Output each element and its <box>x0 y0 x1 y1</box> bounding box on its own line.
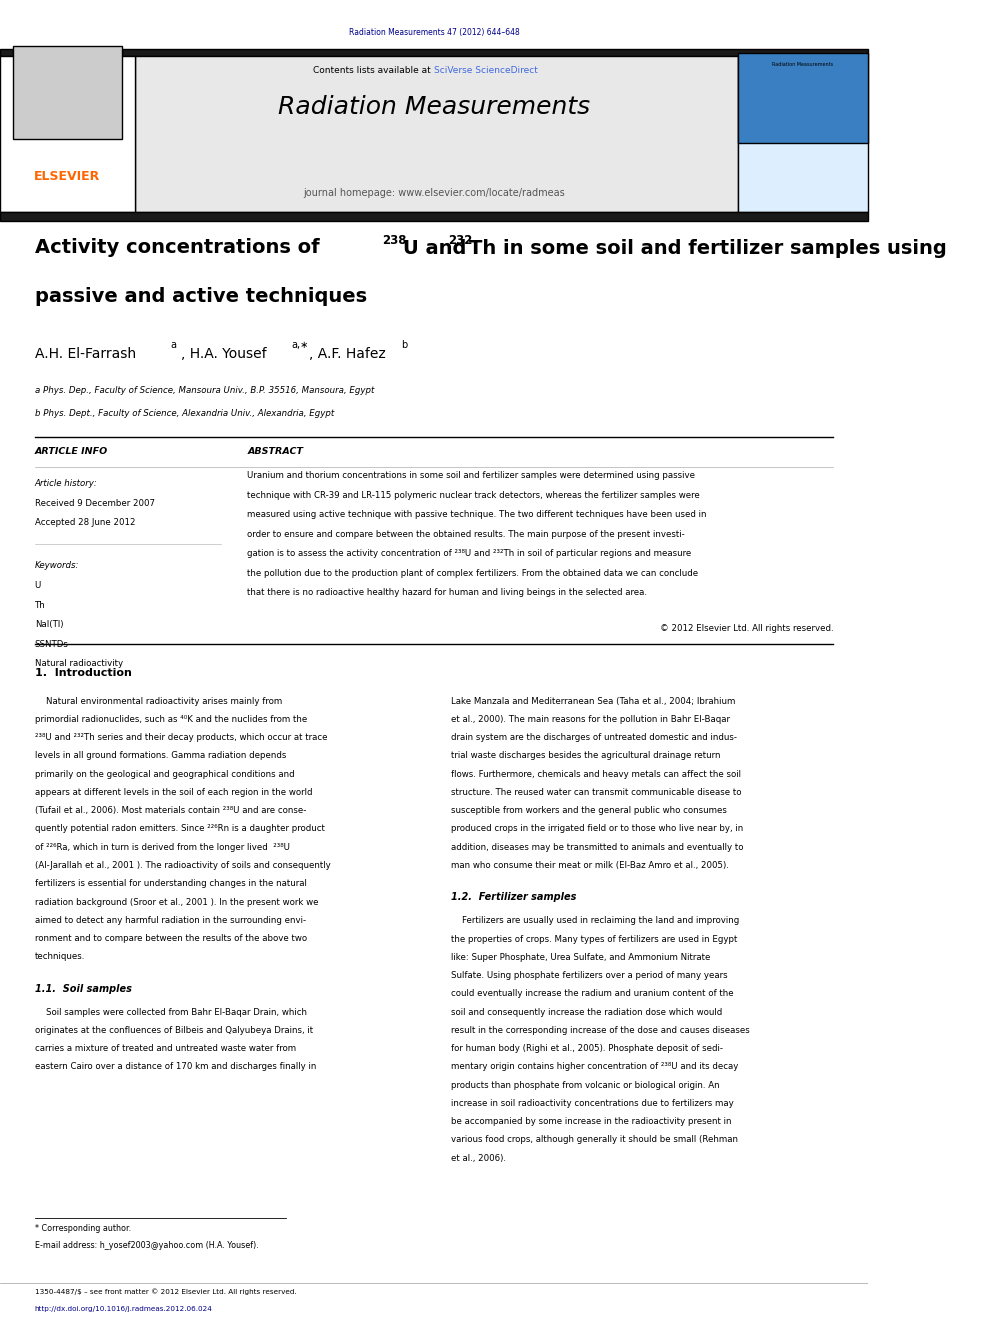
Text: susceptible from workers and the general public who consumes: susceptible from workers and the general… <box>451 806 727 815</box>
Text: U and: U and <box>403 239 473 258</box>
Text: Soil samples were collected from Bahr El-Baqar Drain, which: Soil samples were collected from Bahr El… <box>35 1008 307 1016</box>
Text: for human body (Righi et al., 2005). Phosphate deposit of sedi-: for human body (Righi et al., 2005). Pho… <box>451 1044 723 1053</box>
Text: a: a <box>170 340 177 351</box>
Text: Fertilizers are usually used in reclaiming the land and improving: Fertilizers are usually used in reclaimi… <box>451 917 740 925</box>
Text: Th in some soil and fertilizer samples using: Th in some soil and fertilizer samples u… <box>468 239 946 258</box>
Text: eastern Cairo over a distance of 170 km and discharges finally in: eastern Cairo over a distance of 170 km … <box>35 1062 316 1072</box>
FancyBboxPatch shape <box>0 49 868 56</box>
Text: et al., 2006).: et al., 2006). <box>451 1154 506 1163</box>
Text: Uranium and thorium concentrations in some soil and fertilizer samples were dete: Uranium and thorium concentrations in so… <box>247 471 695 480</box>
Text: 1.  Introduction: 1. Introduction <box>35 668 132 677</box>
Text: Accepted 28 June 2012: Accepted 28 June 2012 <box>35 519 135 527</box>
Text: quently potential radon emitters. Since ²²⁶Rn is a daughter product: quently potential radon emitters. Since … <box>35 824 324 833</box>
Text: the pollution due to the production plant of complex fertilizers. From the obtai: the pollution due to the production plan… <box>247 569 698 578</box>
Text: b Phys. Dept., Faculty of Science, Alexandria Univ., Alexandria, Egypt: b Phys. Dept., Faculty of Science, Alexa… <box>35 409 334 418</box>
Text: like: Super Phosphate, Urea Sulfate, and Ammonium Nitrate: like: Super Phosphate, Urea Sulfate, and… <box>451 953 710 962</box>
Text: that there is no radioactive healthy hazard for human and living beings in the s: that there is no radioactive healthy haz… <box>247 589 648 598</box>
Text: addition, diseases may be transmitted to animals and eventually to: addition, diseases may be transmitted to… <box>451 843 744 852</box>
Text: Radiation Measurements: Radiation Measurements <box>772 62 833 67</box>
Text: man who consume their meat or milk (El-Baz Amro et al., 2005).: man who consume their meat or milk (El-B… <box>451 861 729 871</box>
Text: (Al-Jarallah et al., 2001 ). The radioactivity of soils and consequently: (Al-Jarallah et al., 2001 ). The radioac… <box>35 861 330 871</box>
Text: trial waste discharges besides the agricultural drainage return: trial waste discharges besides the agric… <box>451 751 721 761</box>
Text: ²³⁸U and ²³²Th series and their decay products, which occur at trace: ²³⁸U and ²³²Th series and their decay pr… <box>35 733 327 742</box>
Text: Lake Manzala and Mediterranean Sea (Taha et al., 2004; Ibrahium: Lake Manzala and Mediterranean Sea (Taha… <box>451 697 736 705</box>
Text: a,∗: a,∗ <box>292 340 309 351</box>
Text: order to ensure and compare between the obtained results. The main purpose of th: order to ensure and compare between the … <box>247 529 685 538</box>
Text: 1350-4487/$ – see front matter © 2012 Elsevier Ltd. All rights reserved.: 1350-4487/$ – see front matter © 2012 El… <box>35 1289 297 1295</box>
Text: primarily on the geological and geographical conditions and: primarily on the geological and geograph… <box>35 770 295 779</box>
Text: , A.F. Hafez: , A.F. Hafez <box>309 347 386 361</box>
Text: 232: 232 <box>447 234 472 247</box>
Text: 1.1.  Soil samples: 1.1. Soil samples <box>35 984 132 994</box>
Text: appears at different levels in the soil of each region in the world: appears at different levels in the soil … <box>35 789 312 796</box>
Text: aimed to detect any harmful radiation in the surrounding envi-: aimed to detect any harmful radiation in… <box>35 916 306 925</box>
Text: et al., 2000). The main reasons for the pollution in Bahr El-Baqar: et al., 2000). The main reasons for the … <box>451 714 730 724</box>
Text: U: U <box>35 581 41 590</box>
Text: of ²²⁶Ra, which in turn is derived from the longer lived  ²³⁸U: of ²²⁶Ra, which in turn is derived from … <box>35 843 290 852</box>
Text: Activity concentrations of: Activity concentrations of <box>35 238 326 257</box>
Text: increase in soil radioactivity concentrations due to fertilizers may: increase in soil radioactivity concentra… <box>451 1099 734 1107</box>
FancyBboxPatch shape <box>738 53 868 143</box>
Text: gation is to assess the activity concentration of ²³⁸U and ²³²Th in soil of part: gation is to assess the activity concent… <box>247 549 691 558</box>
FancyBboxPatch shape <box>135 56 738 212</box>
FancyBboxPatch shape <box>0 56 135 212</box>
Text: the properties of crops. Many types of fertilizers are used in Egypt: the properties of crops. Many types of f… <box>451 934 738 943</box>
Text: 1.2.  Fertilizer samples: 1.2. Fertilizer samples <box>451 893 576 902</box>
Text: ronment and to compare between the results of the above two: ronment and to compare between the resul… <box>35 934 307 943</box>
Text: NaI(Tl): NaI(Tl) <box>35 620 63 630</box>
Text: result in the corresponding increase of the dose and causes diseases: result in the corresponding increase of … <box>451 1025 750 1035</box>
Text: measured using active technique with passive technique. The two different techni: measured using active technique with pas… <box>247 511 707 519</box>
Text: be accompanied by some increase in the radioactivity present in: be accompanied by some increase in the r… <box>451 1117 732 1126</box>
Text: drain system are the discharges of untreated domestic and indus-: drain system are the discharges of untre… <box>451 733 737 742</box>
Text: ARTICLE INFO: ARTICLE INFO <box>35 447 108 456</box>
Text: Contents lists available at: Contents lists available at <box>313 66 434 75</box>
Text: Sulfate. Using phosphate fertilizers over a period of many years: Sulfate. Using phosphate fertilizers ove… <box>451 971 728 980</box>
Text: b: b <box>401 340 408 351</box>
Text: techniques.: techniques. <box>35 953 85 962</box>
Text: http://dx.doi.org/10.1016/j.radmeas.2012.06.024: http://dx.doi.org/10.1016/j.radmeas.2012… <box>35 1306 212 1312</box>
Text: produced crops in the irrigated field or to those who live near by, in: produced crops in the irrigated field or… <box>451 824 744 833</box>
Text: Natural environmental radioactivity arises mainly from: Natural environmental radioactivity aris… <box>35 697 282 705</box>
Text: © 2012 Elsevier Ltd. All rights reserved.: © 2012 Elsevier Ltd. All rights reserved… <box>660 624 833 632</box>
Text: radiation background (Sroor et al., 2001 ). In the present work we: radiation background (Sroor et al., 2001… <box>35 897 318 906</box>
Text: mentary origin contains higher concentration of ²³⁸U and its decay: mentary origin contains higher concentra… <box>451 1062 739 1072</box>
Text: ABSTRACT: ABSTRACT <box>247 447 304 456</box>
Text: (Tufail et al., 2006). Most materials contain ²³⁸U and are conse-: (Tufail et al., 2006). Most materials co… <box>35 806 307 815</box>
Text: A.H. El-Farrash: A.H. El-Farrash <box>35 347 136 361</box>
Text: carries a mixture of treated and untreated waste water from: carries a mixture of treated and untreat… <box>35 1044 296 1053</box>
Text: Received 9 December 2007: Received 9 December 2007 <box>35 499 155 508</box>
Text: , H.A. Yousef: , H.A. Yousef <box>181 347 266 361</box>
Text: soil and consequently increase the radiation dose which would: soil and consequently increase the radia… <box>451 1008 722 1016</box>
Text: a Phys. Dep., Faculty of Science, Mansoura Univ., B.P. 35516, Mansoura, Egypt: a Phys. Dep., Faculty of Science, Mansou… <box>35 386 374 396</box>
Text: ELSEVIER: ELSEVIER <box>34 169 100 183</box>
Text: SciVerse ScienceDirect: SciVerse ScienceDirect <box>434 66 538 75</box>
Text: Article history:: Article history: <box>35 479 97 488</box>
Text: Radiation Measurements: Radiation Measurements <box>278 95 590 119</box>
Text: various food crops, although generally it should be small (Rehman: various food crops, although generally i… <box>451 1135 738 1144</box>
Text: could eventually increase the radium and uranium content of the: could eventually increase the radium and… <box>451 990 734 999</box>
Text: 238: 238 <box>382 234 407 247</box>
Text: Natural radioactivity: Natural radioactivity <box>35 659 123 668</box>
Text: levels in all ground formations. Gamma radiation depends: levels in all ground formations. Gamma r… <box>35 751 286 761</box>
FancyBboxPatch shape <box>13 46 121 139</box>
FancyBboxPatch shape <box>0 212 868 221</box>
FancyBboxPatch shape <box>738 56 868 212</box>
Text: products than phosphate from volcanic or biological origin. An: products than phosphate from volcanic or… <box>451 1081 720 1090</box>
Text: * Corresponding author.: * Corresponding author. <box>35 1224 131 1233</box>
Text: primordial radionuclides, such as ⁴⁰K and the nuclides from the: primordial radionuclides, such as ⁴⁰K an… <box>35 714 307 724</box>
Text: technique with CR-39 and LR-115 polymeric nuclear track detectors, whereas the f: technique with CR-39 and LR-115 polymeri… <box>247 491 700 500</box>
Text: Keywords:: Keywords: <box>35 561 79 570</box>
Text: fertilizers is essential for understanding changes in the natural: fertilizers is essential for understandi… <box>35 880 307 888</box>
Text: passive and active techniques: passive and active techniques <box>35 287 367 306</box>
Text: originates at the confluences of Bilbeis and Qalyubeya Drains, it: originates at the confluences of Bilbeis… <box>35 1025 312 1035</box>
Text: E-mail address: h_yosef2003@yahoo.com (H.A. Yousef).: E-mail address: h_yosef2003@yahoo.com (H… <box>35 1241 259 1250</box>
Text: structure. The reused water can transmit communicable disease to: structure. The reused water can transmit… <box>451 789 742 796</box>
Text: Th: Th <box>35 601 46 610</box>
Text: journal homepage: www.elsevier.com/locate/radmeas: journal homepage: www.elsevier.com/locat… <box>304 188 564 198</box>
Text: Radiation Measurements 47 (2012) 644–648: Radiation Measurements 47 (2012) 644–648 <box>348 28 520 37</box>
Text: SSNTDs: SSNTDs <box>35 640 68 648</box>
Text: flows. Furthermore, chemicals and heavy metals can affect the soil: flows. Furthermore, chemicals and heavy … <box>451 770 741 779</box>
